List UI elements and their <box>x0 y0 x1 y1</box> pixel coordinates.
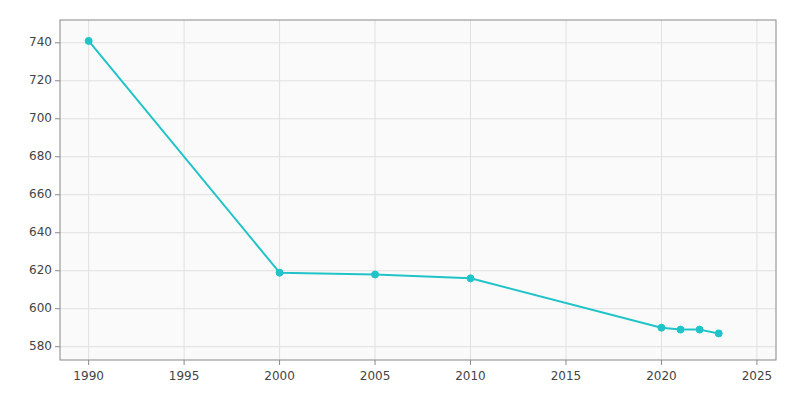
y-grid-line <box>60 118 776 119</box>
x-grid-line <box>661 20 662 360</box>
data-point <box>677 326 684 333</box>
x-tick-label: 2025 <box>742 369 773 383</box>
x-tick-label: 2015 <box>551 369 582 383</box>
y-tick-label: 580 <box>29 339 52 353</box>
y-grid-line <box>60 346 776 347</box>
x-tick <box>565 360 566 365</box>
y-tick-label: 640 <box>29 225 52 239</box>
x-grid-line <box>470 20 471 360</box>
x-tick <box>375 360 376 365</box>
axes: 580 600 620 640 660 680 700 720 740 1990 1995 2000 2… <box>29 20 776 383</box>
plot-background <box>60 20 776 360</box>
x-tick-label: 2010 <box>455 369 486 383</box>
x-tick <box>470 360 471 365</box>
y-tick-label: 620 <box>29 263 52 277</box>
data-point <box>276 269 283 276</box>
x-tick-label: 2020 <box>646 369 677 383</box>
plot-frame <box>60 20 776 360</box>
chart-container: 580 600 620 640 660 680 700 720 740 1990 1995 2000 2… <box>0 0 800 400</box>
grid <box>60 20 776 360</box>
x-tick-label: 1995 <box>169 369 200 383</box>
y-tick <box>55 270 60 271</box>
y-tick <box>55 232 60 233</box>
x-tick <box>756 360 757 365</box>
x-tick-label: 2000 <box>264 369 295 383</box>
data-point <box>696 326 703 333</box>
data-point <box>658 324 665 331</box>
data-point <box>715 330 722 337</box>
data-point <box>372 271 379 278</box>
y-tick <box>55 346 60 347</box>
x-grid-line <box>756 20 757 360</box>
y-grid-line <box>60 308 776 309</box>
page: {"chart_data": {"type": "line", "x": [19… <box>0 0 800 400</box>
x-grid-line <box>375 20 376 360</box>
y-tick-label: 600 <box>29 301 52 315</box>
data-point <box>85 37 92 44</box>
x-grid-line <box>279 20 280 360</box>
x-tick-label: 2005 <box>360 369 391 383</box>
y-tick <box>55 42 60 43</box>
y-grid-line <box>60 194 776 195</box>
x-grid-line <box>88 20 89 360</box>
y-tick <box>55 118 60 119</box>
x-tick <box>661 360 662 365</box>
y-tick-label: 680 <box>29 149 52 163</box>
y-tick <box>55 194 60 195</box>
y-tick <box>55 156 60 157</box>
chart-svg: 580 600 620 640 660 680 700 720 740 1990 1995 2000 2… <box>0 0 800 400</box>
x-grid-line <box>184 20 185 360</box>
y-tick-label: 660 <box>29 187 52 201</box>
x-tick <box>184 360 185 365</box>
y-tick <box>55 80 60 81</box>
y-grid-line <box>60 270 776 271</box>
y-grid-line <box>60 42 776 43</box>
y-tick-label: 700 <box>29 111 52 125</box>
x-tick <box>279 360 280 365</box>
y-tick-label: 720 <box>29 73 52 87</box>
y-grid-line <box>60 232 776 233</box>
data-layer <box>85 37 722 337</box>
y-grid-line <box>60 156 776 157</box>
x-grid-line <box>565 20 566 360</box>
y-grid-line <box>60 80 776 81</box>
x-tick-label: 1990 <box>73 369 104 383</box>
y-tick-label: 740 <box>29 35 52 49</box>
data-line <box>89 41 719 334</box>
y-tick <box>55 308 60 309</box>
x-tick <box>88 360 89 365</box>
data-point <box>467 275 474 282</box>
